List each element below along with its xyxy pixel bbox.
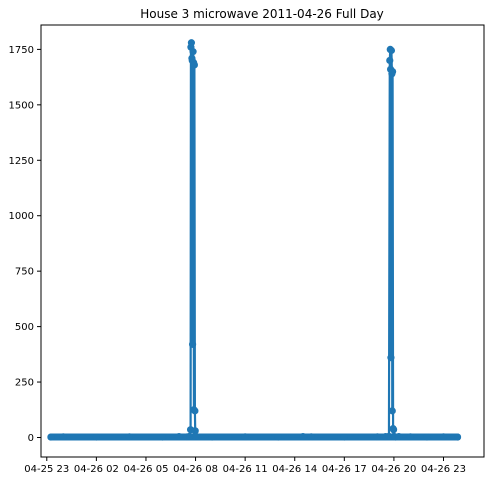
data-point (387, 46, 396, 55)
data-point (373, 433, 381, 441)
x-tick-label: 04-26 20 (371, 464, 416, 475)
data-point (423, 433, 431, 441)
y-tick-label: 1250 (9, 156, 34, 167)
data-point (439, 433, 448, 441)
data-point (125, 433, 134, 441)
data-point (190, 61, 198, 69)
data-point (389, 426, 398, 434)
data-point (453, 433, 462, 441)
data-point (406, 433, 415, 441)
data-point (208, 433, 216, 441)
y-tick-label: 0 (28, 433, 34, 444)
data-point (47, 433, 55, 441)
y-tick-label: 250 (15, 378, 34, 389)
x-tick-label: 04-26 02 (74, 464, 119, 475)
data-point (158, 433, 167, 441)
data-point (385, 432, 393, 440)
y-axis: 0 250 500 750 1000 1250 1500 1750 (9, 45, 41, 444)
data-point (189, 48, 197, 56)
series-line (47, 39, 462, 441)
x-tick-label: 04-25 23 (24, 464, 69, 475)
data-point (175, 432, 183, 441)
y-tick-label: 750 (15, 267, 34, 278)
y-tick-label: 500 (15, 322, 34, 333)
x-tick-label: 04-26 23 (421, 464, 466, 475)
y-tick-label: 1000 (9, 211, 34, 222)
data-point (241, 433, 249, 441)
y-tick-label: 1500 (9, 100, 34, 111)
data-point (59, 433, 67, 441)
plot-area (40, 24, 485, 458)
data-point (92, 433, 100, 441)
x-tick-label: 04-26 14 (272, 464, 317, 475)
data-point (386, 56, 394, 65)
data-point (274, 433, 282, 441)
data-point (191, 427, 199, 435)
data-point (186, 432, 194, 440)
data-point (387, 354, 395, 362)
data-point (299, 432, 307, 441)
data-point (191, 407, 199, 415)
x-tick-label: 04-26 17 (322, 464, 367, 475)
data-point (307, 433, 315, 441)
y-tick-label: 1750 (9, 45, 34, 56)
data-point (340, 433, 348, 441)
x-tick-label: 04-26 11 (223, 464, 268, 475)
data-point (395, 432, 403, 441)
data-point (388, 407, 396, 415)
x-tick-label: 04-26 05 (123, 464, 168, 475)
x-axis: 04-25 23 04-26 02 04-26 05 04-26 08 04-26 11… (24, 457, 466, 475)
data-point (388, 67, 397, 76)
data-point (191, 432, 200, 440)
data-point (188, 340, 197, 348)
chart-title: House 3 microwave 2011-04-26 Full Day (140, 7, 384, 21)
x-tick-label: 04-26 08 (173, 464, 218, 475)
data-point (187, 39, 196, 47)
